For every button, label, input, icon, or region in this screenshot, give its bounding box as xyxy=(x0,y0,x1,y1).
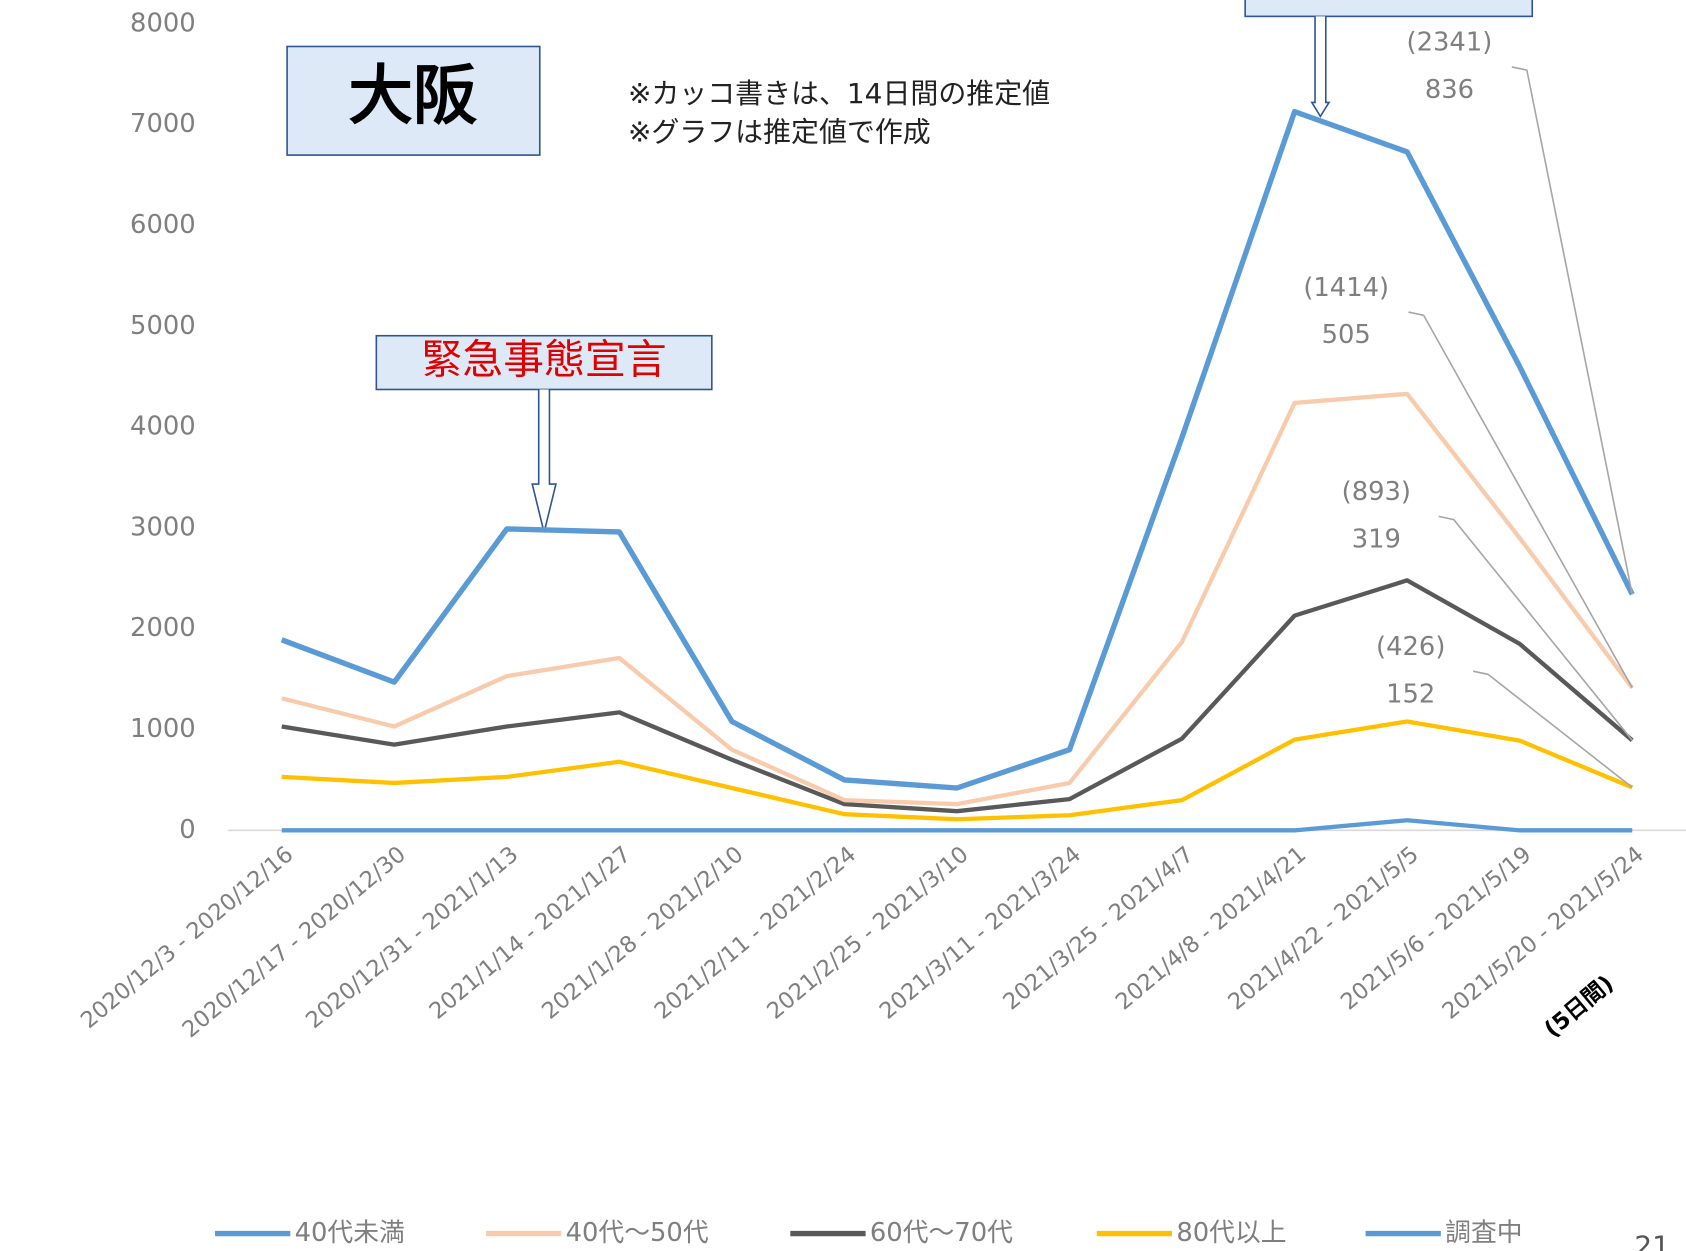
arrow xyxy=(531,389,557,533)
callout-leader xyxy=(1408,311,1633,689)
y-tick-label: 2000 xyxy=(130,613,196,643)
annotation-box xyxy=(1244,0,1534,18)
y-tick-label: 0 xyxy=(179,815,195,845)
y-tick-label: 3000 xyxy=(130,512,196,542)
x-tick-label: 2020/12/17 - 2020/12/30 xyxy=(178,841,411,1043)
x-tick-label: 2021/3/11 - 2021/3/24 xyxy=(875,841,1086,1024)
y-tick-label: 7000 xyxy=(130,109,196,139)
callout-leader xyxy=(1511,66,1634,595)
callout-estimate: (893) xyxy=(1342,477,1411,507)
page-number: 21 xyxy=(1634,1230,1670,1251)
callout-actual: 152 xyxy=(1386,679,1435,709)
callout-actual: 505 xyxy=(1322,320,1371,350)
y-tick-label: 6000 xyxy=(130,210,196,240)
x-tick-label: 2021/1/28 - 2021/2/10 xyxy=(537,841,748,1024)
note: ※グラフは推定値で作成 xyxy=(628,116,931,149)
y-tick-label: 8000 xyxy=(130,8,196,38)
note: ※カッコ書きは、14日間の推定値 xyxy=(628,77,1050,110)
legend-label: 60代～70代 xyxy=(870,1218,1013,1248)
series-line xyxy=(281,391,1634,807)
x-tick-label: 2021/2/25 - 2021/3/10 xyxy=(762,841,973,1024)
series-line xyxy=(281,578,1634,814)
x-tick-label: 2021/4/22 - 2021/5/5 xyxy=(1223,841,1423,1015)
legend-label: 40代未満 xyxy=(295,1218,405,1248)
series-line xyxy=(281,818,1633,833)
x-tick-label: 2021/2/11 - 2021/2/24 xyxy=(650,841,861,1024)
x-tick-label: 2021/5/6 - 2021/5/19 xyxy=(1336,841,1536,1015)
callout-leader xyxy=(1472,670,1633,789)
x-tick-label: 2020/12/3 - 2020/12/16 xyxy=(76,841,298,1033)
x-tick-label: 2021/1/14 - 2021/1/27 xyxy=(425,841,636,1024)
x-tick-label: 2021/5/20 - 2021/5/24 xyxy=(1438,841,1649,1024)
y-tick-label: 4000 xyxy=(130,412,196,442)
y-tick-label: 5000 xyxy=(130,311,196,341)
x-tick-label: 2020/12/31 - 2021/1/13 xyxy=(301,841,523,1033)
arrow xyxy=(1310,16,1331,118)
callout-leader xyxy=(1438,515,1633,741)
callout-actual: 836 xyxy=(1425,75,1474,105)
last-category-note: (5日間) xyxy=(1540,971,1619,1043)
x-tick-label: 2021/4/8 - 2021/4/21 xyxy=(1111,841,1311,1015)
region-box xyxy=(286,45,541,156)
legend-label: 80代以上 xyxy=(1176,1218,1286,1248)
callout-estimate: (426) xyxy=(1376,632,1445,662)
callout-actual: 319 xyxy=(1352,525,1401,555)
series-line xyxy=(281,719,1634,822)
legend-label: 40代～50代 xyxy=(566,1218,709,1248)
annotation: 緊急事態宣言 xyxy=(422,336,667,384)
callout-estimate: (1414) xyxy=(1303,273,1389,303)
series-line xyxy=(280,108,1635,791)
region-label: 大阪 xyxy=(348,59,478,134)
y-tick-label: 1000 xyxy=(130,714,196,744)
callout-estimate: (2341) xyxy=(1407,28,1493,58)
annotation-box xyxy=(375,334,713,391)
legend-label: 調査中 xyxy=(1445,1218,1522,1248)
x-tick-label: 2021/3/25 - 2021/4/7 xyxy=(998,841,1198,1015)
